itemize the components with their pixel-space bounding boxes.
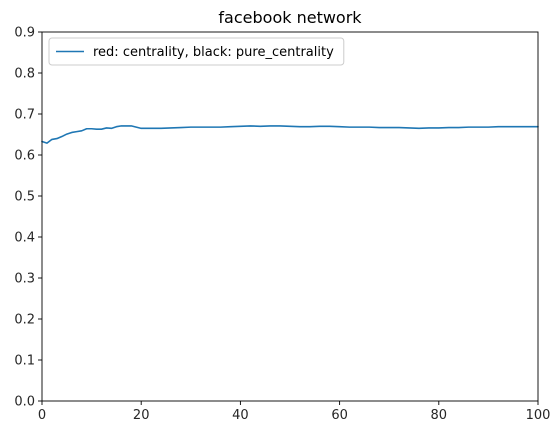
plot-area	[41, 125, 539, 144]
y-tick-label: 0.1	[14, 354, 35, 369]
y-tick-label: 0.2	[14, 313, 35, 328]
y-tick-label: 0.7	[14, 108, 35, 123]
legend: red: centrality, black: pure_centrality	[48, 37, 345, 66]
legend-box	[48, 37, 345, 66]
x-tick-label: 100	[526, 408, 551, 423]
legend-label: red: centrality, black: pure_centrality	[93, 45, 334, 60]
chart-title: facebook network	[218, 8, 362, 27]
y-tick-label: 0.9	[14, 26, 35, 41]
y-tick-label: 0.5	[14, 190, 35, 205]
axes-frame	[41, 31, 539, 402]
x-tick-label: 0	[38, 408, 46, 423]
y-tick-label: 0.3	[14, 272, 35, 287]
y-tick-label: 0.0	[14, 395, 35, 410]
x-tick-label: 80	[431, 408, 448, 423]
axes: 0 20 40 60 80 100 0.0 0.1 0.2 0.3 0.4 0.5 0.6 0.7 0.8 0…	[14, 26, 550, 424]
y-tick-label: 0.6	[14, 149, 35, 164]
y-tick-label: 0.4	[14, 231, 35, 246]
x-tick-label: 60	[331, 408, 348, 423]
y-tick-label: 0.8	[14, 67, 35, 82]
x-tick-label: 20	[133, 408, 150, 423]
x-tick-label: 40	[232, 408, 249, 423]
series-line-0	[41, 125, 539, 144]
